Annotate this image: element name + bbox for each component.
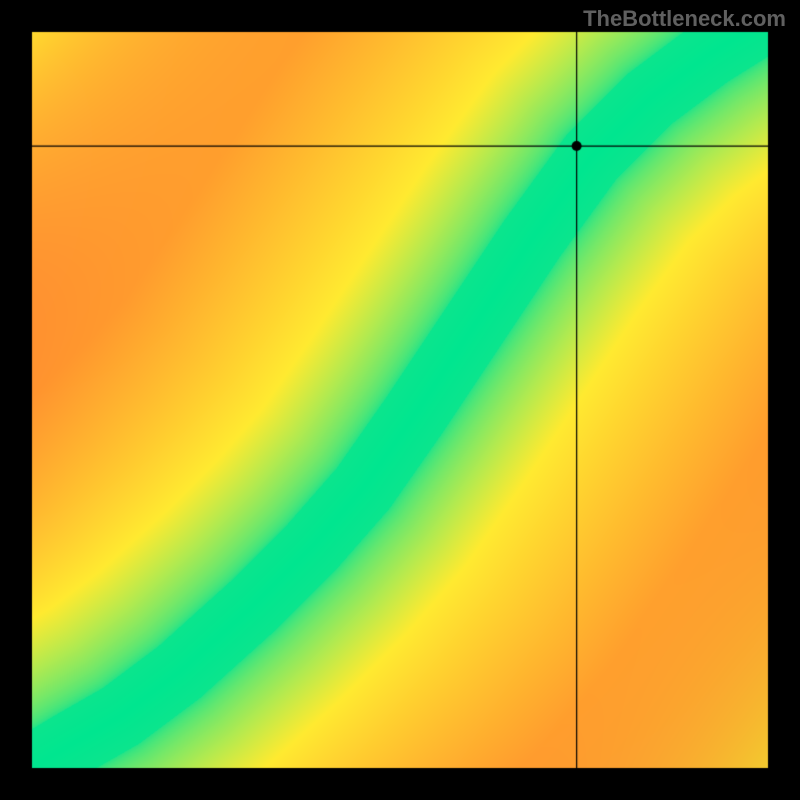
heatmap-canvas	[0, 0, 800, 800]
chart-container: TheBottleneck.com	[0, 0, 800, 800]
watermark-text: TheBottleneck.com	[583, 6, 786, 32]
